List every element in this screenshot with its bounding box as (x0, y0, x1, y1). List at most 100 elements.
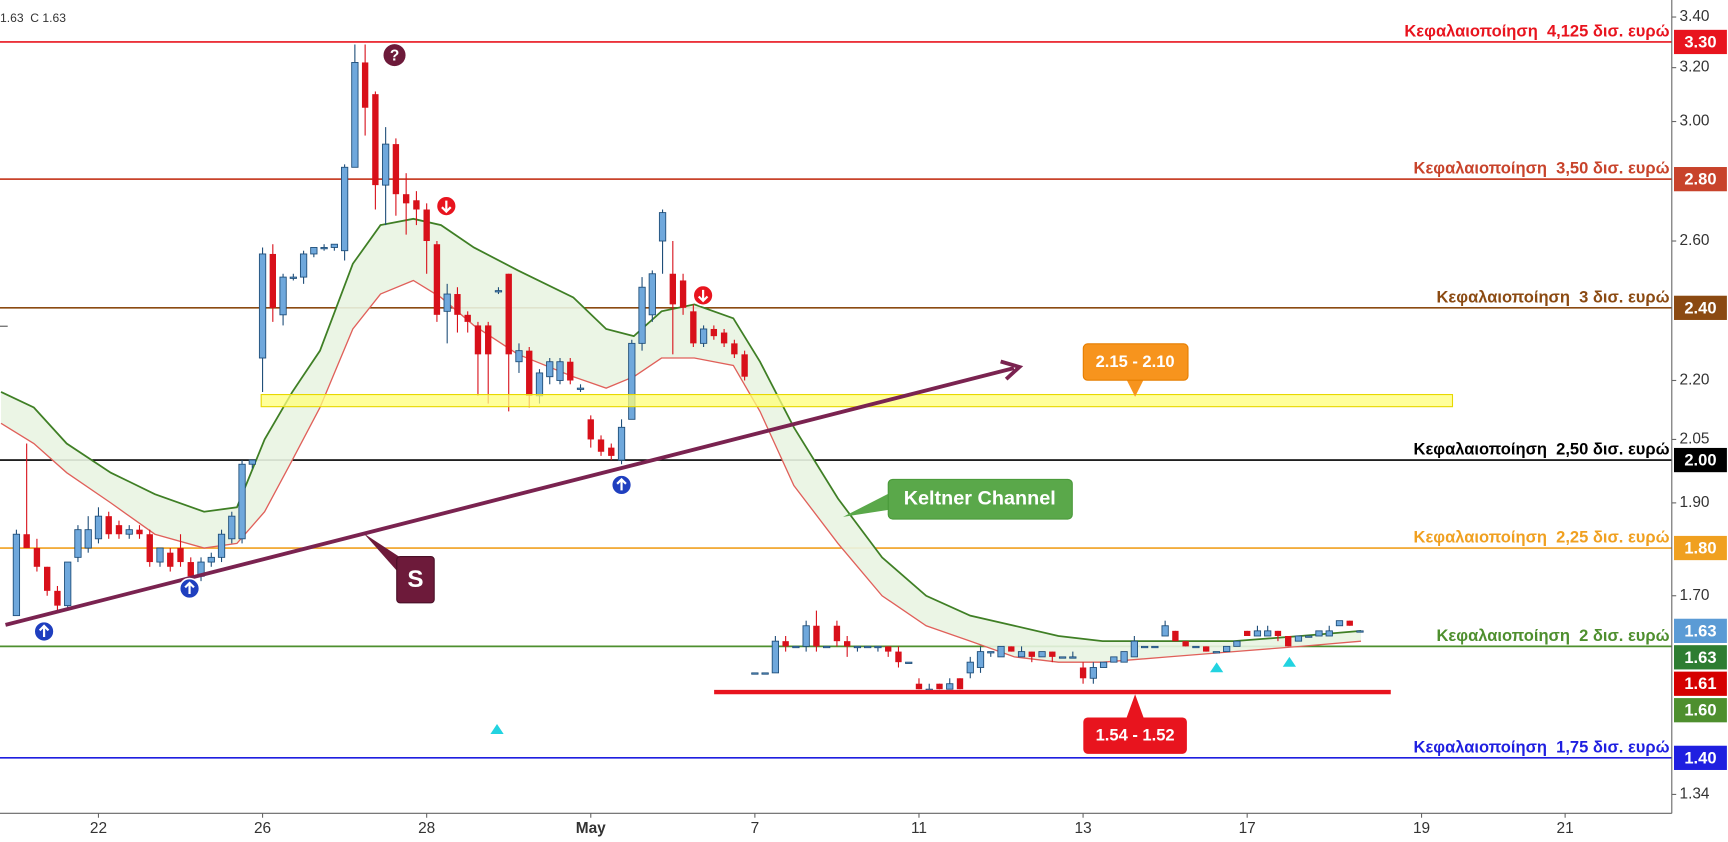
candle-body (125, 529, 133, 535)
candle-body (997, 645, 1005, 658)
candle-body (690, 311, 697, 344)
candle-body (1294, 635, 1303, 642)
candle-body (443, 293, 451, 312)
candle-body (74, 529, 82, 558)
candle-body (741, 354, 748, 377)
candle-body (177, 548, 184, 563)
candle-body (207, 556, 215, 563)
candle-body (248, 459, 256, 465)
candle-body (228, 515, 236, 540)
candle-body (658, 212, 667, 242)
sell-icon (692, 284, 714, 307)
price-badge (1674, 618, 1727, 643)
callout-box (396, 556, 435, 604)
candle-body (413, 200, 420, 210)
candle-body (802, 625, 810, 647)
candle-body (1335, 620, 1344, 627)
candle-body (885, 646, 892, 652)
axes-layer: 3.40 3.20 3.00 2.60 2.20 2.05 1.90 1.70 1.34 22 26… (90, 8, 1727, 837)
buy-icon (33, 620, 55, 643)
candle-body (587, 419, 594, 440)
candle-body (751, 672, 759, 675)
candle-body (556, 361, 564, 381)
triangle-icon (1282, 656, 1296, 667)
x-tick-label: 28 (418, 820, 435, 837)
candle-body (289, 276, 297, 279)
candle-body (464, 314, 471, 322)
candle-body (1356, 630, 1364, 633)
support-label: 1.54 - 1.52 (1096, 726, 1175, 745)
candle-body (966, 661, 974, 674)
candle-body (1315, 630, 1323, 637)
candle-body (1028, 651, 1035, 657)
price-badge-label: 2.80 (1684, 170, 1716, 189)
candle-body (330, 243, 338, 248)
level-label: Κεφαλαιοποίηση 3,50 δισ. ευρώ (1414, 159, 1670, 178)
x-tick-label: 13 (1075, 820, 1092, 837)
price-badge-label: 2.40 (1684, 298, 1716, 317)
candle-body (771, 640, 780, 674)
candle-body (44, 566, 51, 591)
candle-body (392, 144, 400, 195)
candle-body (1192, 645, 1200, 649)
time-axis-bg (0, 813, 1728, 842)
candle-body (372, 94, 379, 186)
buy-icon (178, 577, 201, 600)
candle-body (94, 515, 103, 540)
candle-body (84, 529, 92, 549)
candle-body (617, 426, 626, 461)
plot-layer: Κεφαλαιοποίηση 4,125 δισ. ευρώ Κεφαλαιοπο… (0, 21, 1672, 759)
candle-body (731, 343, 738, 355)
x-tick-label: 11 (911, 820, 927, 837)
candle-body (146, 534, 153, 563)
candle-body (23, 534, 30, 549)
candle-body (454, 294, 461, 315)
price-badge (1674, 745, 1727, 770)
y-tick-label: 3.40 (1680, 8, 1710, 25)
ohlc-header: 1.63 C 1.63 (0, 11, 66, 25)
candle-body (1274, 630, 1282, 636)
candle-body (54, 590, 61, 606)
candle-body (269, 253, 277, 308)
candle-body (628, 342, 636, 420)
candle-body (515, 350, 523, 363)
callout-pointer (363, 533, 399, 574)
candle-body (1202, 646, 1210, 652)
x-tick-label: 17 (1239, 820, 1256, 837)
y-tick-label: 1.70 (1680, 587, 1710, 604)
candle-body (1069, 656, 1077, 659)
candle-body (402, 194, 410, 204)
candle-body (1285, 635, 1292, 647)
candle-body (936, 683, 943, 690)
candle-body (1089, 667, 1097, 679)
candle-body (895, 651, 902, 663)
x-tick-label: 22 (90, 820, 107, 837)
price-badge (1674, 671, 1727, 696)
y-tick-label: 1.90 (1680, 494, 1710, 511)
candle-body (782, 641, 789, 647)
price-badge-label: 1.80 (1684, 538, 1716, 557)
candle-body (1038, 651, 1046, 658)
channel-lower (0, 279, 1362, 663)
indicator-label: Keltner Channel (904, 487, 1056, 509)
candle-body (1253, 630, 1262, 637)
candle-body (1130, 640, 1138, 658)
candle-body (1058, 656, 1067, 659)
candle-body (320, 247, 328, 250)
candle-body (679, 280, 687, 308)
y-tick-label: 3.20 (1680, 59, 1710, 76)
price-badge (1674, 295, 1727, 320)
question-mark: ? (390, 47, 399, 64)
sell-icon (435, 195, 458, 217)
candle-body (720, 332, 728, 344)
candle-body (33, 548, 41, 567)
candle-body (946, 683, 954, 690)
candle-body (1325, 630, 1333, 637)
price-badge (1674, 645, 1727, 670)
candle-body (217, 533, 226, 558)
candle-body (1212, 651, 1221, 654)
candle-body (1110, 656, 1118, 663)
zone-highlight (260, 394, 1454, 408)
